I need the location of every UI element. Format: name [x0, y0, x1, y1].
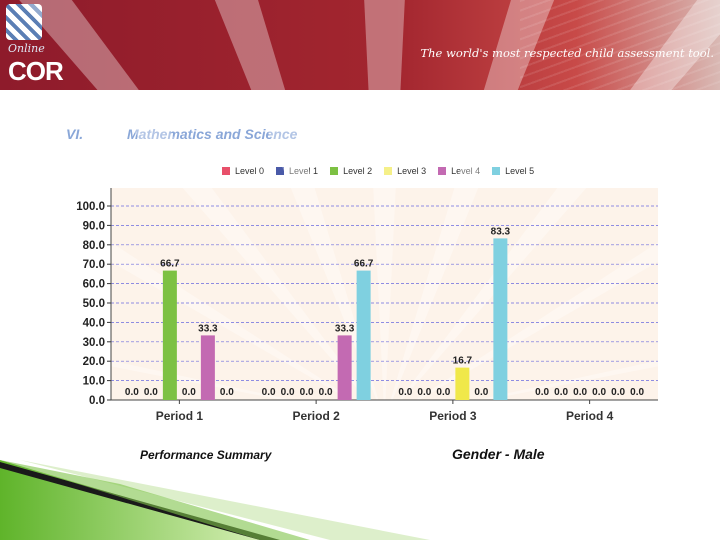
- bar-level-3: [455, 367, 470, 400]
- decorative-swoosh: [0, 460, 430, 540]
- x-tick-label: Period 1: [156, 409, 204, 423]
- data-label: 0.0: [535, 387, 549, 398]
- banner-paper-texture: [520, 0, 720, 90]
- legend-label: Level 2: [343, 166, 373, 176]
- data-label: 0.0: [554, 387, 568, 398]
- performance-summary-label: Performance Summary: [140, 448, 272, 462]
- gender-label: Gender - Male: [452, 446, 545, 462]
- data-label: 0.0: [182, 387, 196, 398]
- plot-background-ray: [0, 170, 385, 420]
- legend-swatch: [384, 167, 393, 175]
- tagline: The world's most respected child assessm…: [420, 46, 714, 60]
- legend-label: Level 4: [451, 166, 481, 176]
- plot-background-ray: [384, 202, 720, 420]
- y-tick-label: 20.0: [83, 356, 105, 368]
- section-number: VI.: [66, 126, 84, 142]
- logo-cor-text: COR: [8, 56, 64, 86]
- bar-level-2: [162, 270, 177, 400]
- bar-level-5: [356, 270, 371, 400]
- y-tick-label: 30.0: [83, 337, 105, 349]
- data-label: 0.0: [300, 387, 314, 398]
- data-label: 0.0: [125, 387, 139, 398]
- y-tick-label: 80.0: [83, 240, 105, 252]
- data-label: 0.0: [319, 387, 333, 398]
- y-tick-label: 10.0: [83, 376, 105, 388]
- legend-swatch: [276, 167, 285, 175]
- y-tick-label: 40.0: [83, 317, 105, 329]
- data-label: 0.0: [398, 387, 412, 398]
- bar-level-4: [200, 335, 215, 400]
- plot-background-ray: [384, 0, 720, 420]
- legend-swatch: [330, 167, 339, 175]
- legend-label: Level 0: [235, 166, 265, 176]
- legend-label: Level 5: [505, 166, 535, 176]
- header-banner: Online COR The world's most respected ch…: [0, 0, 720, 90]
- data-label: 33.3: [198, 323, 218, 334]
- x-tick-label: Period 2: [292, 409, 340, 423]
- plot-background-ray: [19, 0, 385, 420]
- data-label: 33.3: [335, 323, 355, 334]
- data-label: 0.0: [144, 387, 158, 398]
- data-label: 0.0: [262, 387, 276, 398]
- data-label: 0.0: [611, 387, 625, 398]
- data-label: 0.0: [436, 387, 450, 398]
- data-label: 16.7: [453, 356, 473, 367]
- legend-item: Level 3: [384, 166, 426, 176]
- data-label: 0.0: [220, 387, 234, 398]
- data-label: 0.0: [573, 387, 587, 398]
- data-label: 0.0: [417, 387, 431, 398]
- logo-emblem-icon: [6, 4, 42, 40]
- chart-legend: Level 0 Level 1 Level 2 Level 3 Level 4 Level…: [222, 163, 534, 179]
- plot-background-ray: [384, 347, 720, 420]
- data-label: 0.0: [281, 387, 295, 398]
- legend-item: Level 5: [492, 166, 534, 176]
- plot-background-ray: [214, 0, 385, 420]
- x-tick-label: Period 4: [566, 409, 614, 423]
- legend-item: Level 1: [276, 166, 318, 176]
- plot-background-ray: [364, 0, 405, 420]
- plot-background-ray: [0, 336, 385, 420]
- bar-chart: 0.0 10.0 20.0 30.0 40.0 50.0 60.0 70.0 80.0 90.0 1…: [0, 0, 720, 423]
- legend-item: Level 2: [330, 166, 372, 176]
- y-tick-label: 60.0: [83, 279, 105, 291]
- data-label: 0.0: [592, 387, 606, 398]
- legend-swatch: [492, 167, 501, 175]
- x-tick-label: Period 3: [429, 409, 477, 423]
- legend-swatch: [438, 167, 447, 175]
- data-label: 0.0: [630, 387, 644, 398]
- y-tick-label: 0.0: [89, 395, 105, 407]
- legend-label: Level 1: [289, 166, 319, 176]
- logo-online-text: Online: [8, 42, 45, 55]
- legend-label: Level 3: [397, 166, 427, 176]
- plot-background-ray: [384, 0, 555, 420]
- y-tick-label: 90.0: [83, 220, 105, 232]
- bar-level-5: [493, 238, 508, 400]
- legend-item: Level 0: [222, 166, 264, 176]
- data-label: 0.0: [474, 387, 488, 398]
- data-label: 66.7: [160, 259, 180, 270]
- legend-item: Level 4: [438, 166, 480, 176]
- data-label: 83.3: [491, 226, 511, 237]
- data-label: 66.7: [354, 259, 374, 270]
- legend-swatch: [222, 167, 230, 175]
- section-title: Mathematics and Science: [127, 126, 298, 142]
- y-tick-label: 70.0: [83, 259, 105, 271]
- bar-level-4: [337, 335, 352, 400]
- logo: Online COR: [4, 2, 64, 88]
- y-tick-label: 50.0: [83, 298, 105, 310]
- y-tick-label: 100.0: [76, 201, 105, 213]
